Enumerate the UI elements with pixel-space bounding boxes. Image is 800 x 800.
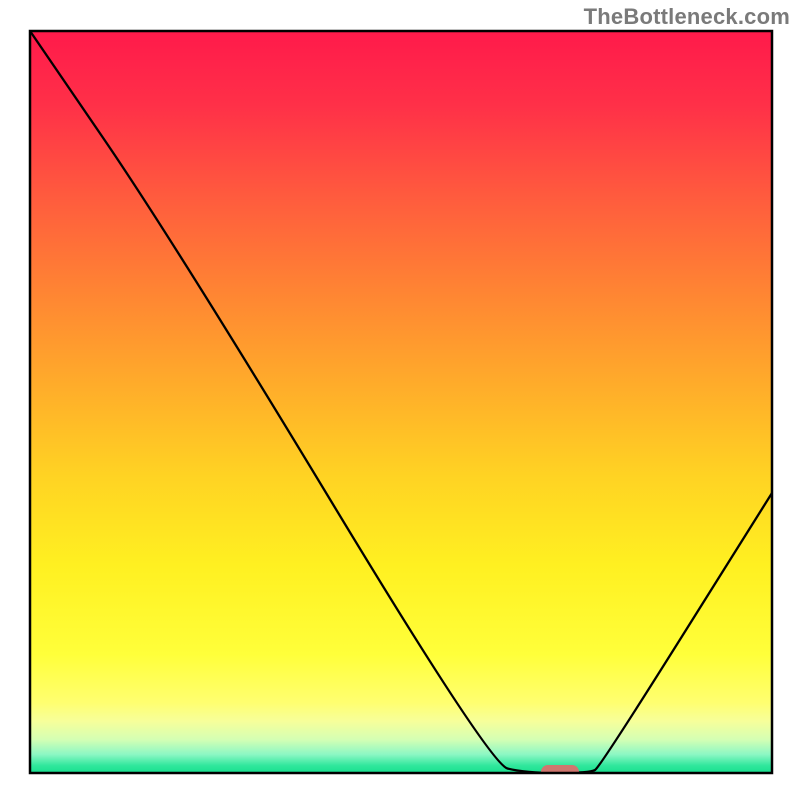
chart-stage: TheBottleneck.com bbox=[0, 0, 800, 800]
watermark-text: TheBottleneck.com bbox=[584, 4, 790, 30]
plot-area-group bbox=[30, 31, 772, 779]
bottleneck-chart bbox=[0, 0, 800, 800]
gradient-background bbox=[30, 31, 772, 773]
